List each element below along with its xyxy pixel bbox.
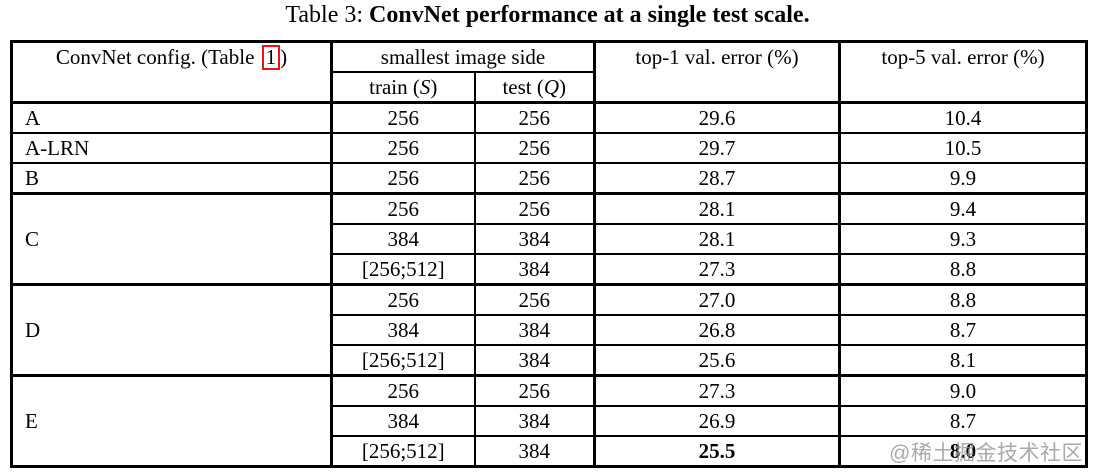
results-table: ConvNet config. (Table 1) smallest image… — [10, 40, 1088, 468]
cell-test: 256 — [473, 374, 596, 407]
cell-train: 256 — [330, 101, 476, 134]
test-scale-variable: Q — [543, 74, 560, 99]
header-test: test (Q) — [473, 71, 596, 104]
cell-top5: 9.3 — [838, 223, 1088, 255]
caption-title: ConvNet performance at a single test sca… — [369, 2, 810, 28]
cell-train: 256 — [330, 374, 476, 407]
cell-test: 256 — [473, 192, 596, 225]
cell-top1: 27.3 — [593, 374, 841, 407]
table-row: B 256 256 28.7 9.9 — [10, 162, 1088, 195]
table-row: 384 384 28.1 9.3 — [12, 223, 1088, 255]
cell-top1-best: 25.5 — [593, 435, 841, 468]
cell-top1: 28.7 — [593, 162, 841, 195]
cell-train: 256 — [330, 283, 476, 316]
header-smallest-image-side: smallest image side — [330, 40, 596, 73]
header-top5-error: top-5 val. error (%) — [838, 40, 1088, 104]
cell-test: 256 — [473, 132, 596, 164]
header-config-text: ConvNet config. (Table — [55, 45, 260, 69]
cell-config: E — [10, 374, 333, 468]
cell-top1: 29.7 — [593, 132, 841, 164]
header-config-close: ) — [280, 45, 288, 69]
cell-config: B — [10, 162, 333, 195]
table-row: D 256 256 27.0 8.8 — [10, 283, 1088, 377]
cell-top5: 10.4 — [838, 101, 1088, 134]
cell-top5: 9.0 — [838, 374, 1088, 407]
cell-test: 384 — [473, 344, 596, 377]
table-row: 384 384 26.9 8.7 — [12, 405, 1088, 437]
cell-top5: 8.7 — [838, 314, 1088, 346]
header-top1-error: top-1 val. error (%) — [593, 40, 841, 104]
cell-top5: 9.4 — [838, 192, 1088, 225]
cell-test: 384 — [473, 253, 596, 286]
cell-top5: 8.1 — [838, 344, 1088, 377]
cell-train: 256 — [330, 162, 476, 195]
table-row: A-LRN 256 256 29.7 10.5 — [10, 132, 1088, 164]
cell-top5-best: 8.0 — [838, 435, 1088, 468]
cell-test: 384 — [473, 223, 596, 255]
cell-train: [256;512] — [330, 435, 476, 468]
cell-test: 256 — [473, 283, 596, 316]
cell-top1: 29.6 — [593, 101, 841, 134]
cell-test: 256 — [473, 162, 596, 195]
table-1-reference-link[interactable]: 1 — [261, 45, 281, 70]
train-scale-variable: S — [419, 74, 431, 99]
cell-top1: 27.0 — [593, 283, 841, 316]
header-test-close: ) — [559, 74, 567, 99]
cell-top1: 25.6 — [593, 344, 841, 377]
cell-train: 256 — [330, 132, 476, 164]
cell-train: 384 — [330, 223, 476, 255]
cell-train: [256;512] — [330, 253, 476, 286]
cell-config: A-LRN — [10, 132, 333, 164]
table-row: E 256 256 27.3 9.0 — [10, 374, 1088, 468]
caption-label: Table 3: — [285, 2, 370, 28]
cell-test: 384 — [473, 435, 596, 468]
cell-top1: 26.9 — [593, 405, 841, 437]
cell-config: A — [10, 101, 333, 134]
cell-train: 384 — [330, 405, 476, 437]
table-row: [256;512] 384 25.5 8.0 — [12, 435, 1088, 468]
cell-top5: 10.5 — [838, 132, 1088, 164]
header-row-1: ConvNet config. (Table 1) smallest image… — [10, 40, 1088, 104]
cell-top1: 28.1 — [593, 192, 841, 225]
cell-top5: 8.8 — [838, 253, 1088, 286]
header-train: train (S) — [330, 71, 476, 104]
table-row: C 256 256 28.1 9.4 — [10, 192, 1088, 286]
cell-train: 256 — [330, 192, 476, 225]
table-row: [256;512] 384 25.6 8.1 — [12, 344, 1088, 377]
cell-top1: 28.1 — [593, 223, 841, 255]
header-test-text: test ( — [502, 74, 544, 99]
cell-test: 384 — [473, 314, 596, 346]
cell-test: 256 — [473, 101, 596, 134]
cell-top1: 26.8 — [593, 314, 841, 346]
cell-config: D — [10, 283, 333, 377]
cell-top5: 9.9 — [838, 162, 1088, 195]
cell-config: C — [10, 192, 333, 286]
table-row: [256;512] 384 27.3 8.8 — [12, 253, 1088, 286]
cell-train: 384 — [330, 314, 476, 346]
cell-top5: 8.8 — [838, 283, 1088, 316]
table-row: A 256 256 29.6 10.4 — [10, 101, 1088, 134]
header-row-2: train (S) test (Q) — [12, 71, 1087, 104]
cell-test: 384 — [473, 405, 596, 437]
header-config: ConvNet config. (Table 1) — [10, 40, 333, 104]
cell-train: [256;512] — [330, 344, 476, 377]
cell-top5: 8.7 — [838, 405, 1088, 437]
cell-top1: 27.3 — [593, 253, 841, 286]
table-caption: Table 3: ConvNet performance at a single… — [0, 2, 1095, 29]
table-row: 384 384 26.8 8.7 — [12, 314, 1088, 346]
header-train-close: ) — [430, 74, 438, 99]
header-train-text: train ( — [369, 74, 420, 99]
